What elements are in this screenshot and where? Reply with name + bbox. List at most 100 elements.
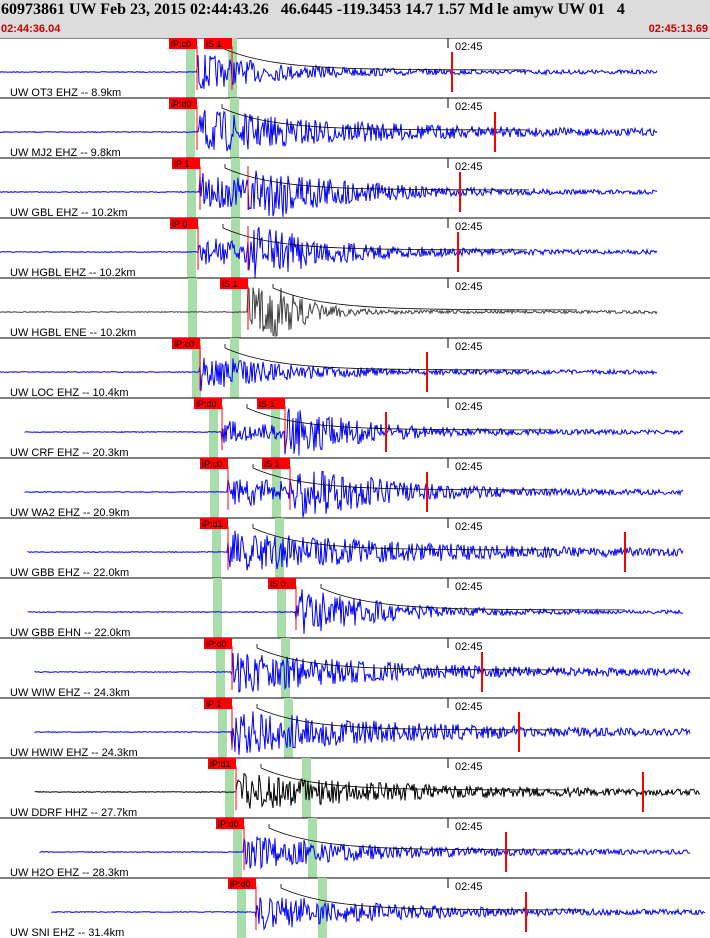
p-pick-label-box: [204, 638, 232, 649]
p-pick-label-box: [228, 878, 256, 889]
waveform: [34, 772, 701, 809]
time-label: 02:45: [455, 221, 483, 233]
p-pick-label: iP:c0: [171, 39, 191, 49]
time-label: 02:45: [455, 401, 483, 413]
p-pick-label: iP:d1: [210, 759, 231, 769]
p-pick-label: iP:d0: [218, 819, 239, 829]
station-label: UW HGBL EHZ -- 10.2km: [10, 267, 136, 279]
coda-curve: [222, 224, 527, 251]
p-pick-label: iP:c0: [202, 459, 222, 469]
p-phase-bar: [231, 218, 240, 278]
coda-curve: [260, 764, 565, 791]
station-label: UW GBB EHN -- 22.0km: [10, 627, 130, 639]
s-pick-label: iS 1: [264, 459, 280, 469]
p-phase-bar: [225, 758, 234, 818]
p-phase-bar: [187, 218, 196, 278]
p-phase-bar: [232, 278, 241, 338]
time-label: 02:45: [455, 641, 483, 653]
time-label: 02:45: [455, 521, 483, 533]
time-label: 02:45: [455, 101, 483, 113]
p-pick-label: iP 1: [174, 159, 189, 169]
coda-curve: [268, 824, 573, 851]
coda-curve: [252, 464, 557, 491]
seismogram-plot[interactable]: 02:45 iP:c0 iS 1 UW OT3 EHZ -- 8.9km 02:45 iP…: [0, 38, 710, 938]
time-label: 02:45: [455, 341, 483, 353]
event-title: 60973861 UW Feb 23, 2015 02:44:43.26 46.…: [1, 1, 625, 18]
waveform: [0, 170, 658, 217]
coda-curve: [320, 584, 625, 611]
coda-curve: [246, 404, 551, 431]
waveform: [51, 897, 706, 931]
station-label: UW WIW EHZ -- 24.3km: [10, 687, 130, 699]
p-phase-bar: [281, 638, 290, 698]
p-phase-bar: [212, 518, 221, 578]
s-pick-label: iS 1: [222, 279, 238, 289]
p-phase-bar: [186, 98, 195, 158]
p-pick-label: iP:d0: [230, 879, 251, 889]
station-label: UW SNI EHZ -- 31.4km: [10, 927, 124, 938]
coda-curve: [252, 524, 557, 551]
p-phase-bar: [213, 578, 222, 638]
time-label: 02:45: [455, 461, 483, 473]
station-label: UW DDRF HHZ -- 27.7km: [10, 807, 137, 819]
s-pick-label-box: [220, 278, 248, 289]
coda-curve: [272, 284, 577, 311]
p-phase-bar: [192, 338, 201, 398]
station-label: UW MJ2 EHZ -- 9.8km: [10, 147, 121, 159]
waveform: [24, 471, 684, 518]
p-phase-bar: [209, 398, 218, 458]
p-phase-bar: [233, 818, 242, 878]
p-pick-label: iP:d0: [206, 639, 227, 649]
s-pick-label-box: [204, 38, 232, 49]
time-label: 02:45: [455, 881, 483, 893]
coda-curve: [221, 104, 526, 131]
p-phase-bar: [216, 638, 225, 698]
p-pick-label-box: [172, 158, 200, 169]
s-pick-label-box: [268, 578, 296, 589]
waveform: [0, 54, 658, 90]
p-phase-bar: [188, 278, 197, 338]
p-phase-bar: [187, 158, 196, 218]
p-pick-label-box: [200, 458, 228, 469]
p-pick-label: iP 1: [206, 699, 221, 709]
s-pick-label: iS 1: [259, 399, 275, 409]
waveform: [24, 408, 684, 456]
p-pick-label-box: [170, 218, 198, 229]
waveform: [0, 109, 658, 152]
station-label: UW HGBL ENE -- 10.2km: [10, 327, 136, 339]
time-label: 02:45: [455, 761, 483, 773]
s-pick-label-box: [257, 398, 285, 409]
p-phase-bar: [186, 38, 195, 98]
p-pick-label-box: [216, 818, 244, 829]
time-label: 02:45: [455, 161, 483, 173]
station-label: UW H2O EHZ -- 28.3km: [10, 867, 129, 879]
waveform: [0, 357, 658, 392]
coda-curve: [280, 884, 585, 911]
p-phase-bar: [218, 698, 227, 758]
station-label: UW GBL EHZ -- 10.2km: [10, 207, 128, 219]
p-phase-bar: [237, 878, 246, 938]
coda-curve: [256, 644, 561, 671]
p-phase-bar: [230, 98, 239, 158]
coda-curve: [256, 704, 561, 731]
s-pick-label-box: [262, 458, 290, 469]
time-label: 02:45: [455, 281, 483, 293]
s-pick-label: iS 1: [206, 39, 222, 49]
p-pick-label-box: [200, 518, 228, 529]
p-phase-bar: [277, 578, 286, 638]
p-phase-bar: [302, 758, 311, 818]
end-time: 02:45:13.69: [648, 23, 708, 35]
station-label: UW LOC EHZ -- 10.4km: [10, 387, 129, 399]
p-phase-bar: [210, 458, 219, 518]
waveform: [0, 227, 658, 278]
s-pick-label: iS 0: [270, 579, 286, 589]
p-phase-bar: [272, 458, 281, 518]
header-bar: 60973861 UW Feb 23, 2015 02:44:43.26 46.…: [0, 0, 710, 38]
coda-curve: [221, 44, 526, 71]
coda-curve: [224, 344, 529, 371]
p-pick-label: iP:d1: [202, 519, 223, 529]
waveform: [34, 711, 691, 755]
waveform: [39, 836, 691, 870]
p-pick-label: iP:c0: [174, 339, 194, 349]
p-pick-label: iP:d0: [196, 399, 217, 409]
